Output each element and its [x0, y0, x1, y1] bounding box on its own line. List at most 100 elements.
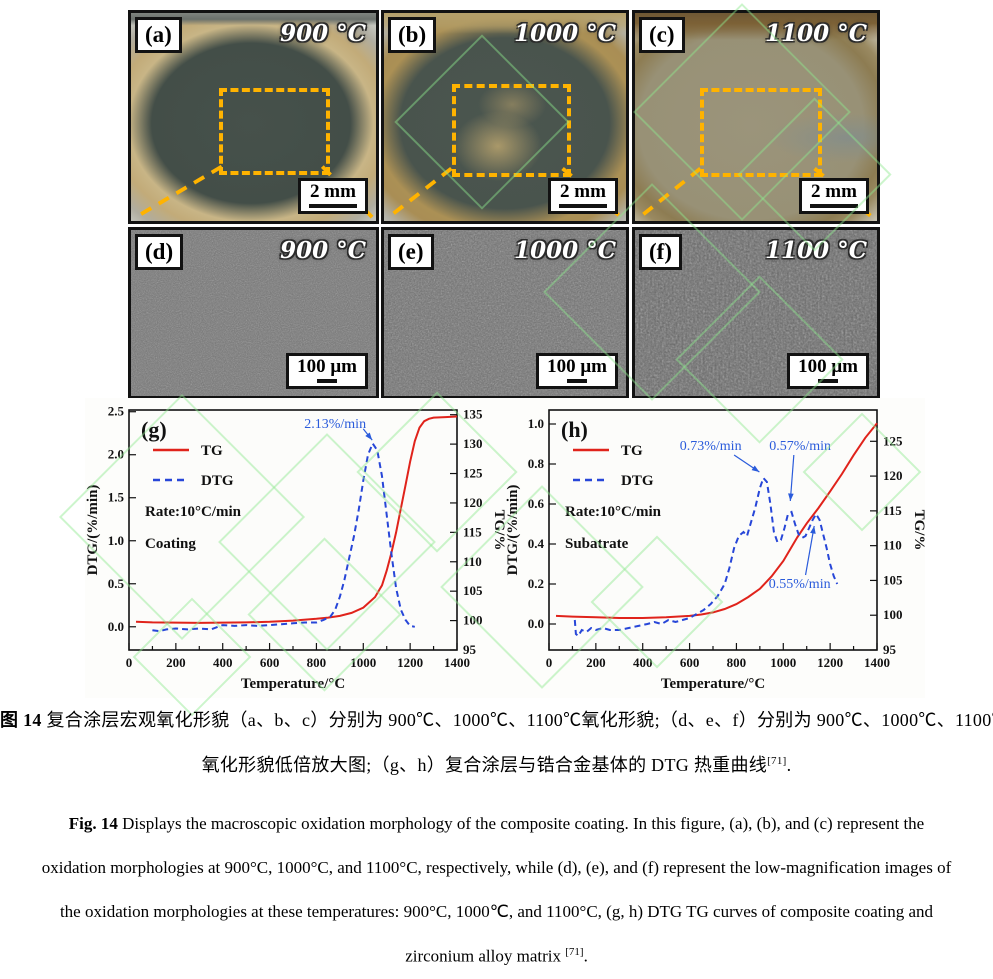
svg-text:800: 800	[307, 655, 327, 670]
panel-label: (d)	[135, 234, 184, 270]
temperature-label: 900 °C	[280, 237, 366, 264]
caption-english-line1: Fig. 14 Displays the macroscopic oxidati…	[0, 814, 993, 834]
svg-text:105: 105	[463, 583, 483, 598]
scale-bar-text: 2 mm	[560, 181, 606, 202]
caption-text: 氧化形貌低倍放大图;（g、h）复合涂层与锆合金基体的 DTG 热重曲线	[201, 755, 768, 775]
svg-text:115: 115	[463, 524, 482, 539]
svg-text:0.57%/min: 0.57%/min	[769, 439, 831, 454]
svg-text:200: 200	[166, 655, 186, 670]
svg-text:DTG/(%/min): DTG/(%/min)	[85, 485, 101, 576]
svg-text:2.5: 2.5	[108, 404, 125, 419]
svg-text:120: 120	[883, 468, 903, 483]
svg-text:(g): (g)	[141, 417, 167, 442]
magnified-region-box	[451, 83, 572, 177]
svg-text:DTG/(%/min): DTG/(%/min)	[505, 485, 521, 576]
caption-text: oxidation morphologies at 900°C, 1000°C,…	[41, 858, 952, 877]
svg-text:800: 800	[727, 655, 747, 670]
svg-text:0.2: 0.2	[528, 576, 544, 591]
dtg-tg-chart-coating: 0 200 400 600 800 1000 1200 1400 0.0 0.5 1.0 1.5 2.0…	[85, 398, 505, 698]
caption-english-line2: oxidation morphologies at 900°C, 1000°C,…	[0, 858, 993, 878]
svg-text:Coating: Coating	[145, 536, 196, 552]
svg-text:0.4: 0.4	[528, 536, 545, 551]
scale-bar: 2 mm	[799, 178, 869, 214]
scale-bar-line	[818, 379, 839, 383]
caption-text: .	[786, 755, 792, 775]
svg-text:1000: 1000	[770, 655, 796, 670]
temperature-label: 1100 °C	[765, 20, 867, 47]
svg-text:115: 115	[883, 503, 902, 518]
svg-text:125: 125	[463, 466, 483, 481]
caption-text: Displays the macroscopic oxidation morph…	[117, 814, 925, 833]
svg-text:95: 95	[463, 642, 477, 657]
scale-bar-line	[309, 204, 357, 208]
scale-bar-line	[567, 379, 588, 383]
caption-chinese-line2: 氧化形貌低倍放大图;（g、h）复合涂层与锆合金基体的 DTG 热重曲线[71].	[0, 751, 993, 777]
svg-text:200: 200	[586, 655, 606, 670]
panel-label: (a)	[135, 17, 182, 53]
panel-label: (f)	[639, 234, 682, 270]
svg-text:0.6: 0.6	[528, 496, 545, 511]
svg-text:0.73%/min: 0.73%/min	[680, 439, 742, 454]
caption-english-line3: the oxidation morphologies at these temp…	[0, 902, 993, 922]
caption-text: 复合涂层宏观氧化形貌（a、b、c）分别为 900℃、1000℃、1100℃氧化形…	[41, 710, 993, 730]
svg-text:1.0: 1.0	[528, 416, 544, 431]
svg-text:600: 600	[260, 655, 280, 670]
svg-text:600: 600	[680, 655, 700, 670]
scale-bar: 100 μm	[286, 353, 368, 389]
scale-bar-text: 100 μm	[547, 356, 607, 377]
svg-text:0.5: 0.5	[108, 576, 125, 591]
caption-figure-number-zh: 图 14	[0, 710, 42, 730]
svg-text:135: 135	[463, 407, 483, 422]
caption-english-line4: zirconium alloy matrix [71].	[0, 946, 993, 967]
sem-panel-1000c: (e) 1000 °C 100 μm	[381, 227, 629, 399]
caption-figure-number-en: Fig. 14	[68, 814, 118, 833]
photo-panel-1100c: (c) 1100 °C 2 mm	[632, 10, 880, 224]
svg-text:TG: TG	[621, 443, 643, 459]
scale-bar: 2 mm	[548, 178, 618, 214]
reference-superscript: [71]	[767, 755, 787, 767]
caption-text: zirconium alloy matrix	[405, 946, 566, 966]
scale-bar-text: 100 μm	[297, 356, 357, 377]
svg-text:TG: TG	[201, 443, 223, 459]
svg-text:400: 400	[633, 655, 653, 670]
svg-text:1000: 1000	[350, 655, 376, 670]
scale-bar: 100 μm	[536, 353, 618, 389]
svg-text:0: 0	[126, 655, 133, 670]
svg-text:Temperature/°C: Temperature/°C	[241, 676, 345, 692]
svg-text:95: 95	[883, 642, 897, 657]
scale-bar-text: 2 mm	[310, 181, 356, 202]
svg-text:120: 120	[463, 495, 483, 510]
photo-panel-900c: (a) 900 °C 2 mm	[128, 10, 379, 224]
sem-panel-900c: (d) 900 °C 100 μm	[128, 227, 379, 399]
svg-text:TG/%: TG/%	[491, 510, 505, 551]
temperature-label: 1000 °C	[514, 20, 616, 47]
svg-text:2.13%/min: 2.13%/min	[304, 417, 366, 432]
scale-bar-text: 2 mm	[811, 181, 857, 202]
svg-text:400: 400	[213, 655, 233, 670]
svg-text:110: 110	[883, 538, 902, 553]
scale-bar-text: 100 μm	[798, 356, 858, 377]
svg-text:2.0: 2.0	[108, 447, 124, 462]
svg-text:100: 100	[883, 607, 903, 622]
svg-text:110: 110	[463, 554, 482, 569]
scale-bar: 100 μm	[787, 353, 869, 389]
svg-text:DTG: DTG	[201, 473, 234, 489]
scale-bar-line	[317, 379, 338, 383]
temperature-label: 1100 °C	[765, 237, 867, 264]
svg-text:DTG: DTG	[621, 473, 654, 489]
svg-text:Temperature/°C: Temperature/°C	[661, 676, 765, 692]
photo-panel-1000c: (b) 1000 °C 2 mm	[381, 10, 629, 224]
temperature-label: 1000 °C	[514, 237, 616, 264]
svg-text:1.5: 1.5	[108, 490, 125, 505]
magnified-region-box	[219, 87, 331, 175]
svg-text:1.0: 1.0	[108, 533, 124, 548]
panel-label: (e)	[388, 234, 434, 270]
svg-text:100: 100	[463, 613, 483, 628]
scale-bar-line	[559, 204, 607, 208]
svg-text:1400: 1400	[444, 655, 470, 670]
svg-text:0: 0	[546, 655, 553, 670]
svg-text:130: 130	[463, 436, 483, 451]
caption-text: .	[583, 946, 588, 966]
svg-text:125: 125	[883, 433, 903, 448]
